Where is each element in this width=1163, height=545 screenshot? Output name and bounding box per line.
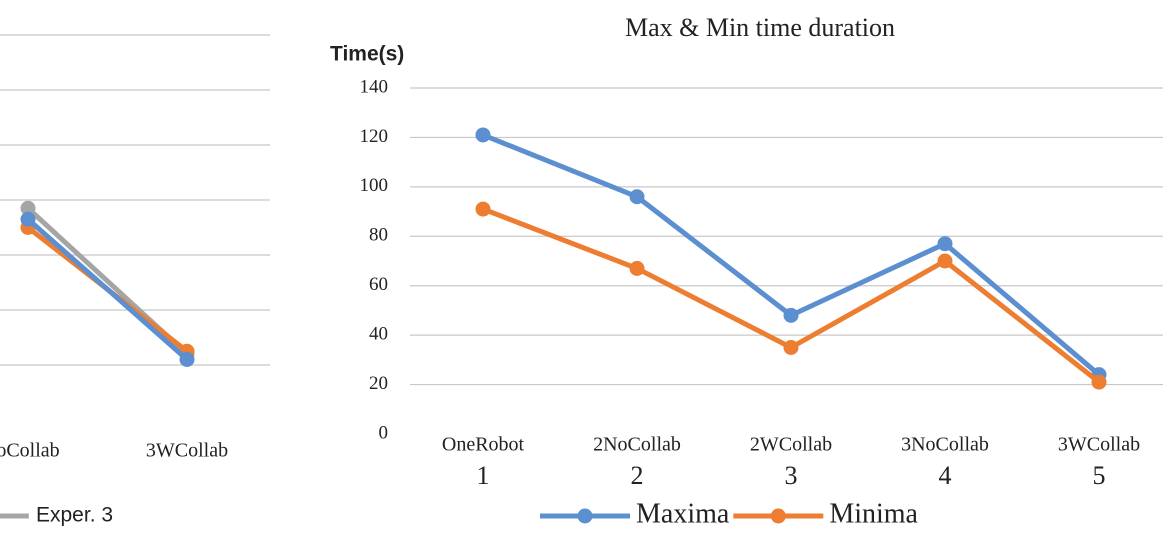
- point: [475, 127, 491, 143]
- legend-label: Minima: [829, 498, 918, 529]
- point: [20, 211, 36, 227]
- legend-marker: [770, 508, 786, 524]
- x-tick-number: 1: [477, 461, 490, 490]
- chart-title: Max & Min time duration: [625, 13, 895, 42]
- y-tick-label: 40: [369, 324, 388, 345]
- point: [179, 352, 195, 367]
- legend-label: Maxima: [636, 498, 730, 529]
- x-tick-label: oCollab: [0, 440, 60, 462]
- point: [937, 253, 953, 269]
- x-tick-number: 3: [785, 461, 798, 490]
- point: [783, 307, 799, 323]
- x-tick-number: 4: [939, 461, 952, 490]
- y-tick-label: 120: [360, 126, 389, 147]
- x-tick-label: 3NoCollab: [901, 434, 989, 456]
- y-tick-label: 140: [360, 76, 389, 97]
- x-tick-label: 2NoCollab: [593, 434, 681, 456]
- x-tick-label: 3WCollab: [146, 440, 228, 462]
- y-tick-label: 100: [360, 175, 389, 196]
- y-tick-label: 60: [369, 274, 388, 295]
- y-tick-label: 80: [369, 225, 388, 246]
- x-tick-label: 3WCollab: [1058, 434, 1140, 456]
- point: [629, 260, 645, 276]
- legend-marker: [577, 508, 593, 524]
- point: [475, 201, 491, 217]
- legend-label: Exper. 3: [36, 504, 113, 527]
- point: [937, 236, 953, 252]
- point: [20, 200, 36, 216]
- y-tick-label: 0: [379, 422, 389, 443]
- point: [783, 340, 799, 355]
- point: [629, 189, 645, 205]
- point: [1091, 374, 1107, 390]
- series-line: [482, 132, 1101, 377]
- x-tick-label: 2WCollab: [750, 434, 832, 456]
- series-line: [26, 217, 189, 362]
- x-tick-label: OneRobot: [442, 434, 525, 456]
- x-tick-number: 2: [631, 461, 644, 490]
- x-tick-number: 5: [1093, 461, 1106, 490]
- y-tick-label: 20: [369, 373, 388, 394]
- y-axis-label: Time(s): [330, 43, 404, 66]
